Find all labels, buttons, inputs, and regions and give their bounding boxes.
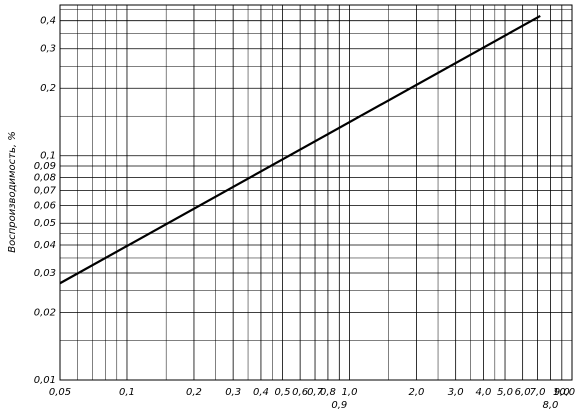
x-tick-label: 0,7 [307, 387, 324, 398]
x-tick-label: 0,5 [275, 387, 291, 398]
y-axis-label: Воспроизводимость, % [7, 131, 18, 252]
x-tick-label: 9,0 [554, 387, 570, 398]
y-tick-label: 0,08 [34, 172, 56, 183]
y-tick-label: 0,01 [34, 375, 56, 386]
y-tick-label: 0,07 [34, 185, 57, 196]
y-tick-label: 0,2 [40, 83, 56, 94]
x-tick-label: 0,05 [49, 387, 71, 398]
x-tick-label: 7,0 [530, 387, 546, 398]
y-tick-label: 0,3 [40, 44, 56, 55]
x-tick-label: 0,1 [119, 387, 135, 398]
y-tick-label: 0,05 [34, 218, 56, 229]
y-tick-label: 0,03 [34, 268, 56, 279]
plot-frame [59, 4, 573, 381]
x-tick-label: 0,6 [292, 387, 308, 398]
x-tick-label: 0,8 [320, 387, 336, 398]
x-tick-label: 0,3 [225, 387, 241, 398]
y-tick-label: 0,4 [40, 16, 56, 27]
x-tick-label: 10,0 [553, 387, 575, 398]
y-tick-label: 0,1 [40, 151, 56, 162]
y-tick-label: 0,02 [34, 307, 56, 318]
x-tick-label: 2,0 [409, 387, 425, 398]
x-tick-label: 6,0 [515, 387, 531, 398]
x-tick-label: 1,0 [342, 387, 358, 398]
x-tick-label: 0,2 [186, 387, 202, 398]
x-tick-label: 0,9 [331, 400, 347, 411]
x-tick-label: 8,0 [542, 400, 558, 411]
y-tick-label: 0,09 [34, 161, 56, 172]
data-line [59, 14, 541, 285]
x-tick-label: 3,0 [448, 387, 464, 398]
y-tick-label: 0,04 [34, 240, 56, 251]
y-tick-label: 0,06 [34, 200, 56, 211]
x-tick-label: 0,4 [253, 387, 269, 398]
x-tick-label: 5,0 [497, 387, 513, 398]
x-tick-label: 4,0 [476, 387, 492, 398]
